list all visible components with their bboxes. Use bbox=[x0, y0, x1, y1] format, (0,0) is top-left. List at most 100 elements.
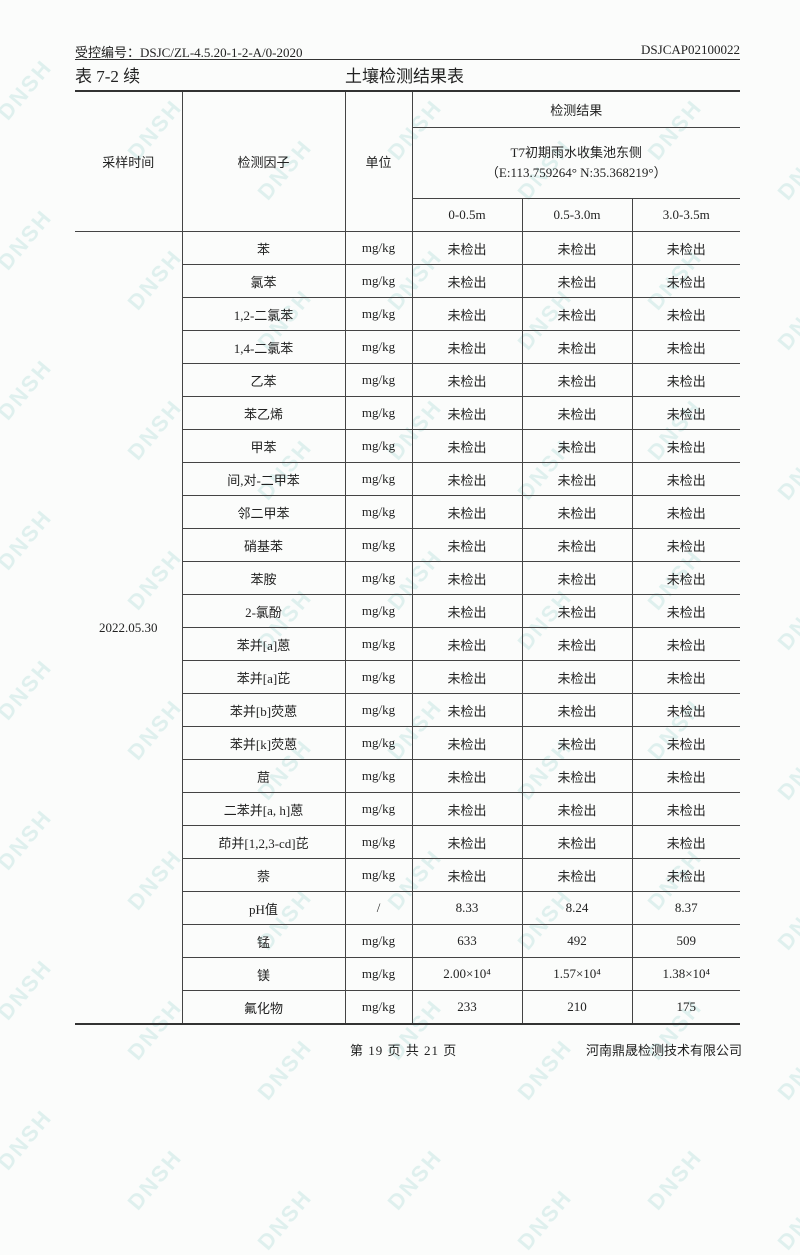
factor-cell: 苯乙烯 bbox=[182, 396, 346, 430]
company-name: 河南鼎晟检测技术有限公司 bbox=[585, 1043, 742, 1058]
watermark-logo: DNSH bbox=[0, 954, 57, 1025]
unit-cell: mg/kg bbox=[344, 759, 413, 793]
value-cell: 未检出 bbox=[631, 561, 741, 595]
watermark-logo: DNSH bbox=[772, 134, 800, 205]
table-row: 2-氯酚 mg/kg 未检出 未检出 未检出 bbox=[75, 594, 741, 628]
factor-cell: 甲苯 bbox=[182, 429, 346, 463]
factor-cell: 硝基苯 bbox=[182, 528, 346, 562]
value-cell: 未检出 bbox=[411, 330, 523, 364]
watermark-logo: DNSH bbox=[0, 354, 57, 425]
watermark-logo: DNSH bbox=[252, 1034, 317, 1105]
value-cell: 未检出 bbox=[411, 264, 523, 298]
value-cell: 未检出 bbox=[631, 825, 741, 859]
watermark-logo: DNSH bbox=[772, 1184, 800, 1255]
table-row: 1,2-二氯苯 mg/kg 未检出 未检出 未检出 bbox=[75, 297, 741, 331]
value-cell: 175 bbox=[631, 990, 741, 1025]
unit-cell: mg/kg bbox=[344, 924, 413, 958]
watermark-logo: DNSH bbox=[772, 884, 800, 955]
sample-date: 2022.05.30 bbox=[75, 231, 183, 1025]
factor-cell: pH值 bbox=[182, 891, 346, 925]
factor-cell: 锰 bbox=[182, 924, 346, 958]
value-cell: 未检出 bbox=[521, 693, 633, 727]
factor-cell: 2-氯酚 bbox=[182, 594, 346, 628]
header-depth: 0.5-3.0m bbox=[521, 198, 633, 232]
value-cell: 未检出 bbox=[521, 363, 633, 397]
header-site: T7初期雨水收集池东侧 （E:113.759264° N:35.368219°） bbox=[412, 127, 741, 199]
value-cell: 509 bbox=[631, 924, 741, 958]
value-cell: 1.38×10⁴ bbox=[631, 957, 741, 991]
factor-cell: 苯 bbox=[181, 231, 346, 265]
site-name: T7初期雨水收集池东侧 bbox=[510, 145, 642, 160]
factor-cell: 二苯并[a, h]蒽 bbox=[182, 792, 346, 826]
value-cell: 未检出 bbox=[631, 396, 741, 430]
site-coords: （E:113.759264° N:35.368219°） bbox=[485, 165, 667, 180]
unit-cell: mg/kg bbox=[344, 627, 413, 661]
table-row: 氟化物 mg/kg 233 210 175 bbox=[75, 990, 741, 1025]
value-cell: 未检出 bbox=[521, 627, 633, 661]
value-cell: 未检出 bbox=[411, 462, 523, 496]
value-cell: 未检出 bbox=[521, 825, 633, 859]
value-cell: 210 bbox=[521, 990, 633, 1025]
value-cell: 未检出 bbox=[631, 726, 741, 760]
unit-cell: mg/kg bbox=[344, 297, 413, 331]
watermark-logo: DNSH bbox=[0, 804, 57, 875]
value-cell: 未检出 bbox=[411, 726, 523, 760]
table-row: 苯并[a]蒽 mg/kg 未检出 未检出 未检出 bbox=[75, 627, 741, 661]
table-row: 䓛 mg/kg 未检出 未检出 未检出 bbox=[75, 759, 741, 793]
header-depth: 0-0.5m bbox=[412, 198, 523, 232]
watermark-logo: DNSH bbox=[0, 204, 57, 275]
watermark-logo: DNSH bbox=[0, 654, 57, 725]
watermark-logo: DNSH bbox=[772, 1034, 800, 1105]
factor-cell: 苯胺 bbox=[182, 561, 346, 595]
value-cell: 未检出 bbox=[521, 528, 633, 562]
unit-cell: mg/kg bbox=[344, 528, 413, 562]
value-cell: 未检出 bbox=[631, 297, 741, 331]
value-cell: 未检出 bbox=[521, 759, 633, 793]
value-cell: 未检出 bbox=[631, 594, 741, 628]
unit-cell: mg/kg bbox=[344, 462, 413, 496]
value-cell: 未检出 bbox=[521, 429, 633, 463]
factor-cell: 氟化物 bbox=[182, 990, 346, 1025]
value-cell: 8.37 bbox=[631, 891, 741, 925]
watermark-logo: DNSH bbox=[382, 1144, 447, 1215]
watermark-logo: DNSH bbox=[512, 1034, 577, 1105]
unit-cell: mg/kg bbox=[344, 363, 413, 397]
value-cell: 未检出 bbox=[411, 693, 523, 727]
value-cell: 未检出 bbox=[631, 792, 741, 826]
table-number: 表 7-2 续 bbox=[75, 67, 141, 86]
table-row: 间,对-二甲苯 mg/kg 未检出 未检出 未检出 bbox=[75, 462, 741, 496]
unit-cell: mg/kg bbox=[344, 792, 413, 826]
unit-cell: mg/kg bbox=[344, 231, 413, 265]
watermark-logo: DNSH bbox=[772, 584, 800, 655]
factor-cell: 茚并[1,2,3-cd]芘 bbox=[182, 825, 346, 859]
unit-cell: mg/kg bbox=[344, 726, 413, 760]
value-cell: 未检出 bbox=[631, 627, 741, 661]
factor-cell: 萘 bbox=[182, 858, 346, 892]
table-row: 苯并[a]芘 mg/kg 未检出 未检出 未检出 bbox=[75, 660, 741, 694]
watermark-logo: DNSH bbox=[122, 1144, 187, 1215]
value-cell: 未检出 bbox=[411, 858, 523, 892]
table-row: 1,4-二氯苯 mg/kg 未检出 未检出 未检出 bbox=[75, 330, 741, 364]
header-sample-time: 采样时间 bbox=[75, 90, 183, 232]
watermark-logo: DNSH bbox=[0, 504, 57, 575]
unit-cell: mg/kg bbox=[344, 693, 413, 727]
value-cell: 未检出 bbox=[631, 495, 741, 529]
factor-cell: 间,对-二甲苯 bbox=[182, 462, 346, 496]
value-cell: 未检出 bbox=[411, 594, 523, 628]
value-cell: 未检出 bbox=[411, 627, 523, 661]
table-title: 土壤检测结果表 bbox=[345, 67, 464, 86]
table-row: 硝基苯 mg/kg 未检出 未检出 未检出 bbox=[75, 528, 741, 562]
value-cell: 未检出 bbox=[521, 726, 633, 760]
factor-cell: 1,2-二氯苯 bbox=[182, 297, 346, 331]
value-cell: 未检出 bbox=[631, 858, 741, 892]
value-cell: 未检出 bbox=[521, 396, 633, 430]
value-cell: 未检出 bbox=[521, 495, 633, 529]
factor-cell: 苯并[k]荧蒽 bbox=[182, 726, 346, 760]
value-cell: 233 bbox=[411, 990, 523, 1025]
value-cell: 未检出 bbox=[521, 330, 633, 364]
factor-cell: 1,4-二氯苯 bbox=[182, 330, 346, 364]
table-row: 镁 mg/kg 2.00×10⁴ 1.57×10⁴ 1.38×10⁴ bbox=[75, 957, 741, 991]
unit-cell: mg/kg bbox=[344, 561, 413, 595]
value-cell: 2.00×10⁴ bbox=[411, 957, 523, 991]
unit-cell: mg/kg bbox=[344, 990, 413, 1025]
